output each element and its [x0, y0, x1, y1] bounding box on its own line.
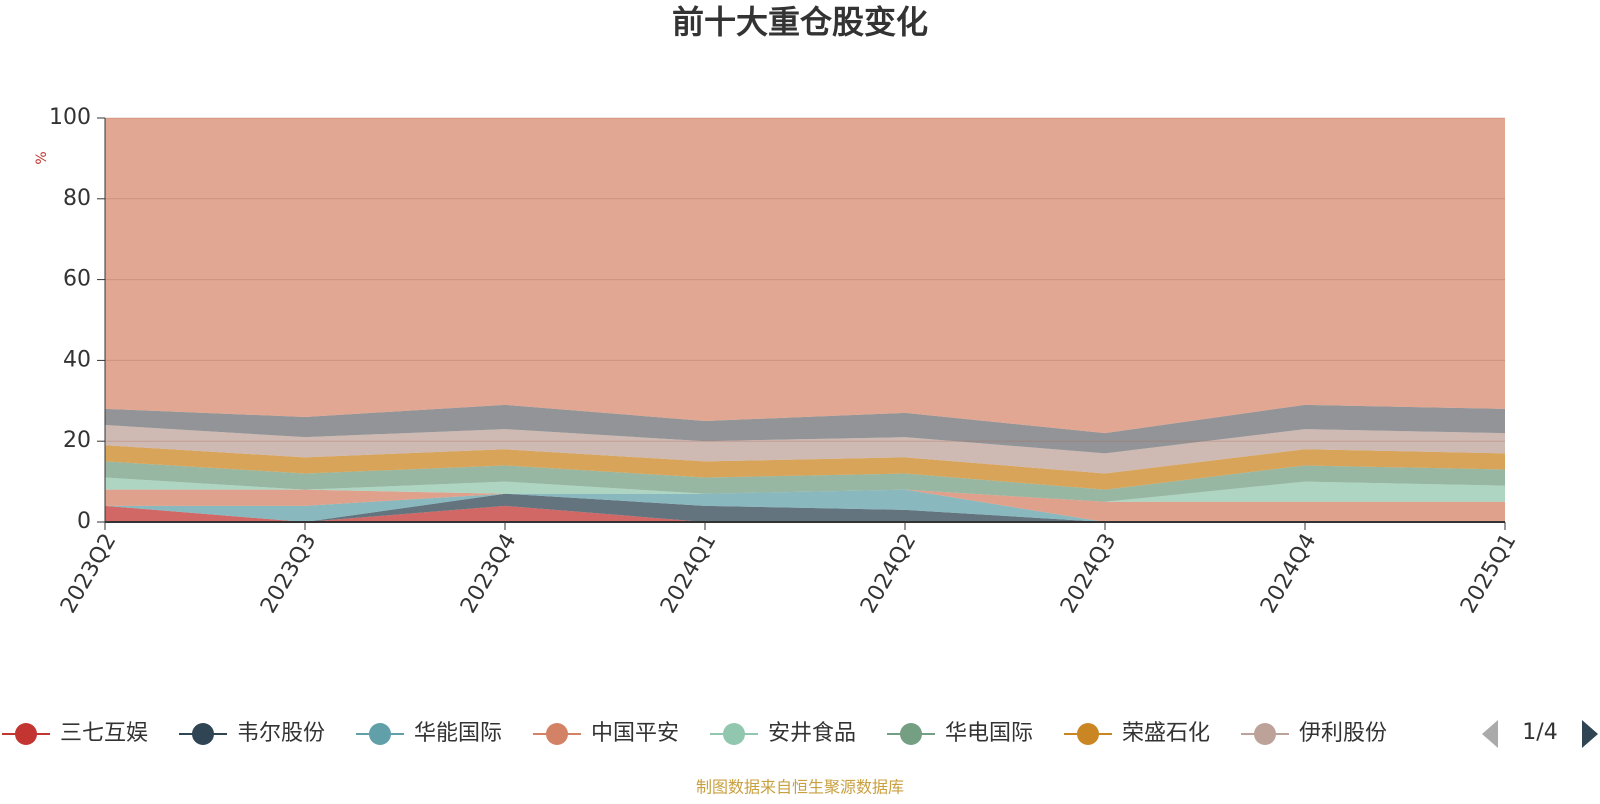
legend-marker — [369, 723, 391, 745]
legend-item[interactable]: 荣盛石化 — [1064, 721, 1210, 746]
x-tick-label: 2023Q3 — [256, 530, 321, 618]
x-tick-label: 2024Q4 — [1256, 530, 1321, 618]
y-tick-label: 80 — [63, 186, 91, 211]
legend-marker — [15, 723, 37, 745]
source-note: 制图数据来自恒生聚源数据库 — [696, 778, 904, 797]
area — [105, 477, 1505, 502]
legend-label: 荣盛石化 — [1122, 721, 1210, 746]
area — [105, 493, 1505, 522]
x-tick-label: 2023Q4 — [456, 530, 521, 618]
area — [105, 489, 1505, 522]
area — [105, 425, 1505, 474]
legend-marker — [192, 723, 214, 745]
legend-label: 伊利股份 — [1299, 721, 1387, 746]
legend-item[interactable]: 中国平安 — [533, 721, 679, 746]
x-tick-label: 2024Q1 — [656, 530, 721, 618]
area — [105, 505, 1505, 522]
x-tick-label: 2025Q1 — [1456, 530, 1521, 618]
area — [105, 445, 1505, 490]
y-tick-label: 100 — [49, 105, 91, 130]
legend-page: 1/4 — [1522, 720, 1557, 745]
y-tick-label: 60 — [63, 267, 91, 292]
y-tick-label: 0 — [77, 509, 91, 534]
legend-marker — [723, 723, 745, 745]
x-tick-label: 2023Q2 — [56, 530, 121, 618]
legend-item[interactable]: 三七互娱 — [2, 721, 148, 746]
chart-title: 前十大重仓股变化 — [672, 3, 928, 41]
legend-label: 华能国际 — [414, 721, 502, 746]
area — [105, 118, 1505, 434]
legend-item[interactable]: 华能国际 — [356, 721, 502, 746]
legend-next[interactable] — [1582, 720, 1598, 748]
legend-marker — [546, 723, 568, 745]
y-tick-label: 20 — [63, 428, 91, 453]
legend-item[interactable]: 安井食品 — [710, 721, 856, 746]
legend-prev[interactable] — [1482, 720, 1498, 748]
x-tick-label: 2024Q3 — [1056, 530, 1121, 618]
legend-item[interactable]: 华电国际 — [887, 721, 1033, 746]
legend-label: 韦尔股份 — [237, 721, 325, 746]
legend-label: 三七互娱 — [60, 721, 148, 746]
x-tick-label: 2024Q2 — [856, 530, 921, 618]
legend-marker — [900, 723, 922, 745]
legend-marker — [1077, 723, 1099, 745]
y-tick-label: 40 — [63, 347, 91, 372]
y-axis-label: % — [34, 151, 50, 164]
legend-label: 安井食品 — [768, 721, 856, 746]
legend-item[interactable]: 伊利股份 — [1241, 721, 1387, 746]
legend-marker — [1254, 723, 1276, 745]
legend-label: 中国平安 — [591, 721, 679, 746]
legend-item[interactable]: 韦尔股份 — [179, 721, 325, 746]
legend-label: 华电国际 — [945, 721, 1033, 746]
area — [105, 489, 1505, 522]
area — [105, 461, 1505, 502]
area — [105, 404, 1505, 454]
